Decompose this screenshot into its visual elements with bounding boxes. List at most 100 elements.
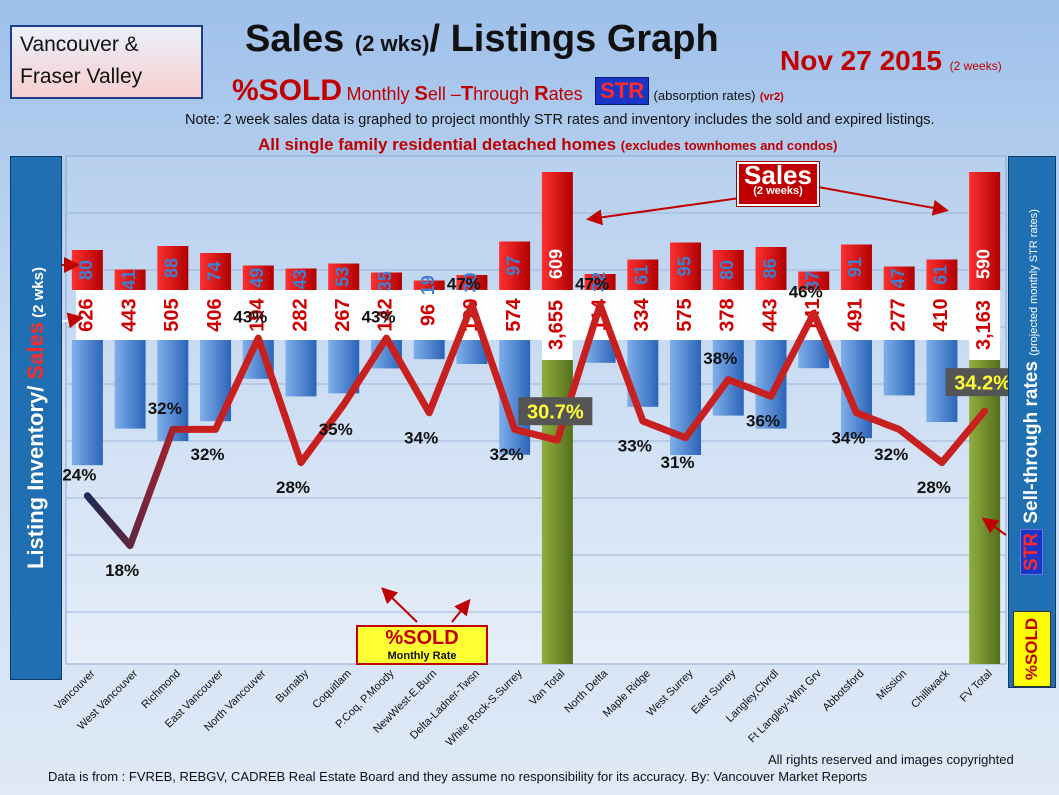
x-tick-label: West Surrey bbox=[645, 667, 696, 718]
str-line bbox=[83, 301, 989, 550]
sales-label: 609 bbox=[546, 249, 566, 279]
sales-bar bbox=[755, 247, 787, 290]
listing-label: 277 bbox=[887, 298, 909, 331]
sales-bar bbox=[285, 268, 317, 290]
sales-bar bbox=[328, 263, 360, 290]
sales-label: 37 bbox=[802, 271, 822, 291]
sales-callout: Sales (2 weeks) bbox=[737, 162, 819, 206]
monthly-t: T bbox=[460, 83, 474, 105]
sales-label: 590 bbox=[973, 249, 993, 279]
listing-bar bbox=[584, 340, 616, 363]
pct-label: 32% bbox=[874, 445, 908, 464]
pct-label: 32% bbox=[148, 399, 182, 418]
monthly-s: S bbox=[414, 83, 428, 105]
sales-bar bbox=[413, 280, 445, 290]
pct-label: 24% bbox=[62, 465, 96, 484]
pct-label: 36% bbox=[746, 412, 780, 431]
x-tick-label: Coquitlam bbox=[310, 668, 354, 712]
listing-label: 334 bbox=[631, 297, 653, 331]
note-text: Note: 2 week sales data is graphed to pr… bbox=[185, 112, 935, 128]
pct-label: 35% bbox=[319, 420, 353, 439]
x-tick-label: FV Total bbox=[958, 668, 995, 705]
x-tick-label: Richmond bbox=[139, 668, 183, 712]
sales-label: 97 bbox=[503, 256, 523, 276]
listing-bar bbox=[71, 340, 103, 466]
pct-label: 32% bbox=[191, 445, 225, 464]
sales-bar bbox=[883, 266, 915, 290]
sales-bar bbox=[969, 172, 1001, 290]
listing-label: 505 bbox=[161, 298, 183, 331]
left-axis-part-3: (2 wks) bbox=[30, 267, 47, 323]
pct-label: 38% bbox=[703, 349, 737, 368]
pct-label: 32% bbox=[490, 445, 524, 464]
x-tick-label: Van Total bbox=[527, 668, 567, 708]
sales-label: 61 bbox=[931, 265, 951, 285]
sales-label: 30 bbox=[461, 272, 481, 292]
sales-label: 49 bbox=[247, 268, 267, 288]
pct-label: 30.7% bbox=[527, 401, 584, 423]
listing-label: 626 bbox=[76, 298, 98, 331]
right-axis-box: STR Sell-through rates (projected monthl… bbox=[1008, 156, 1056, 688]
listing-label: 491 bbox=[845, 298, 867, 331]
sales-bar bbox=[370, 272, 402, 290]
monthly-r: R bbox=[534, 83, 549, 105]
pct-label: 47% bbox=[447, 274, 481, 293]
sales-bar bbox=[840, 244, 872, 290]
date-text: Nov 27 2015 bbox=[780, 45, 942, 76]
sales-bar bbox=[242, 265, 274, 290]
x-tick-label: Ft Langley-Wlnt Grv bbox=[746, 667, 824, 745]
total-label-bg bbox=[969, 290, 1001, 360]
sales-label: 61 bbox=[632, 265, 652, 285]
listing-label: 443 bbox=[759, 298, 781, 331]
region-line-1: Vancouver & bbox=[20, 33, 139, 56]
listing-bar bbox=[883, 340, 915, 396]
pct-label: 34% bbox=[404, 428, 438, 447]
left-axis-part-2: Sales bbox=[23, 322, 48, 380]
total-pct-box bbox=[518, 397, 593, 426]
pct-label: 47% bbox=[575, 274, 609, 293]
left-axis-box: Listing Inventory/ Sales (2 wks) bbox=[10, 156, 62, 680]
listing-label: 406 bbox=[204, 298, 226, 331]
sales-bar bbox=[670, 242, 702, 290]
listing-label: 574 bbox=[503, 297, 525, 331]
pct-label: 34.2% bbox=[954, 372, 1011, 394]
pct-label: 34% bbox=[831, 428, 865, 447]
sales-label: 41 bbox=[119, 270, 139, 290]
str-badge: STR bbox=[595, 77, 650, 105]
sales-callout-line-1: Sales bbox=[744, 160, 812, 190]
sold-badge: %SOLD Monthly Rate bbox=[356, 625, 488, 665]
title-main: Sales bbox=[245, 18, 355, 60]
listing-label: 443 bbox=[118, 298, 140, 331]
sales-bar bbox=[798, 271, 830, 290]
sales-label: 86 bbox=[760, 258, 780, 278]
right-axis-str: STR bbox=[1020, 528, 1043, 575]
listing-label: 3,163 bbox=[973, 300, 995, 350]
sales-label: 91 bbox=[845, 257, 865, 277]
sales-label: 74 bbox=[204, 261, 224, 281]
x-tick-label: White Rock-S.Surrey bbox=[444, 667, 525, 748]
homes-paren: (excludes townhomes and condos) bbox=[620, 138, 838, 153]
sales-label: 19 bbox=[418, 275, 438, 295]
monthly-str-text: Monthly Sell –Through Rates bbox=[346, 83, 582, 105]
sales-bar bbox=[541, 172, 573, 290]
monthly-part-2: ell – bbox=[427, 84, 461, 104]
title-end: / Listings Graph bbox=[429, 18, 719, 60]
right-sold-badge: %SOLD bbox=[1013, 611, 1051, 687]
total-label-bg bbox=[541, 290, 573, 360]
sales-label: 95 bbox=[674, 256, 694, 276]
pct-label: 43% bbox=[233, 308, 267, 327]
listing-bar bbox=[157, 340, 189, 441]
listing-label: 267 bbox=[332, 298, 354, 331]
homes-main: All single family residential detached h… bbox=[258, 135, 621, 154]
title-paren: (2 wks) bbox=[354, 31, 430, 56]
sales-bar bbox=[456, 275, 488, 290]
right-axis-title: STR Sell-through rates (projected monthl… bbox=[1020, 209, 1043, 575]
sales-label: 43 bbox=[290, 269, 310, 289]
pct-label: 31% bbox=[661, 453, 695, 472]
sales-bar bbox=[114, 269, 146, 290]
listing-label: 575 bbox=[674, 298, 696, 331]
sales-bar bbox=[926, 259, 958, 290]
listing-label: 194 bbox=[247, 297, 269, 331]
sales-label: 47 bbox=[888, 268, 908, 288]
right-sold-text: %SOLD bbox=[1022, 617, 1041, 681]
